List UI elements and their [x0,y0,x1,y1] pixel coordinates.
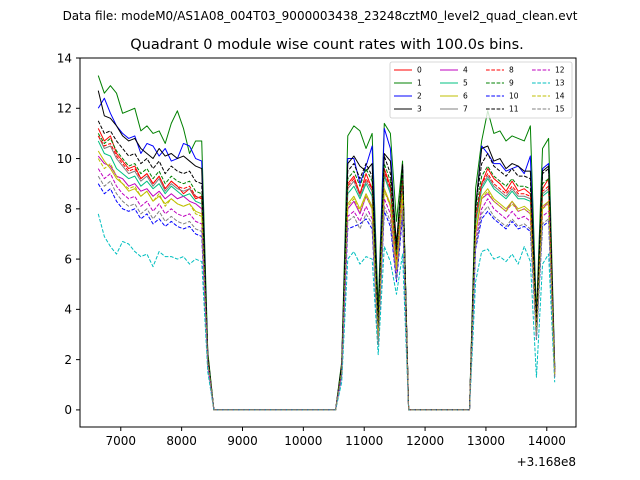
series-line-13 [97,213,556,411]
legend-label-1: 1 [417,79,422,88]
legend-label-10: 10 [509,92,519,101]
series-line-1 [97,75,556,411]
series-line-9 [97,133,556,411]
y-tick-label: 2 [64,353,72,367]
y-tick-label: 8 [64,202,72,216]
legend-label-3: 3 [417,105,422,114]
legend-label-12: 12 [555,66,565,75]
series-line-15 [97,175,556,411]
y-tick-label: 6 [64,252,72,266]
series-line-0 [97,128,556,411]
x-tick-label: 13000 [467,434,505,448]
legend-label-9: 9 [509,79,514,88]
x-tick-label: 8000 [166,434,197,448]
legend-label-15: 15 [555,105,565,114]
y-tick-label: 10 [57,152,72,166]
x-tick-label: 12000 [406,434,444,448]
plot-area: 7000 8000 9000 10000 11000 12000 13000 14000 0 2 4… [57,51,577,448]
series-line-8 [97,135,556,411]
x-tick-label: 14000 [528,434,566,448]
legend-label-0: 0 [417,66,422,75]
legend-label-13: 13 [555,79,565,88]
series-group [97,75,556,411]
series-line-14 [97,158,556,411]
y-tick-label: 12 [57,102,72,116]
y-tick-label: 14 [57,51,72,65]
legend-label-14: 14 [555,92,565,101]
legend-label-11: 11 [509,105,519,114]
x-tick-label: 11000 [345,434,383,448]
x-tick-label: 10000 [284,434,322,448]
data-file-suptitle: Data file: modeM0/AS1A08_004T03_90000034… [63,9,578,23]
series-line-7 [97,135,556,411]
legend-label-6: 6 [463,92,468,101]
legend-label-7: 7 [463,105,468,114]
x-offset-label: +3.168e8 [517,455,576,469]
legend-label-4: 4 [463,66,468,75]
legend-label-8: 8 [509,66,514,75]
series-line-5 [97,140,556,411]
y-tick-label: 4 [64,303,72,317]
series-line-12 [97,168,556,411]
series-line-10 [97,183,556,411]
series-line-3 [97,90,556,411]
legend-label-2: 2 [417,92,422,101]
legend-label-5: 5 [463,79,468,88]
series-line-2 [97,97,556,411]
series-line-4 [97,155,556,411]
axes-frame [79,57,577,428]
series-line-11 [97,120,556,411]
legend-frame [389,61,573,119]
x-tick-label: 9000 [227,434,258,448]
y-tick-label: 0 [64,403,72,417]
x-tick-label: 7000 [106,434,137,448]
chart-title: Quadrant 0 module wise count rates with … [130,37,524,53]
